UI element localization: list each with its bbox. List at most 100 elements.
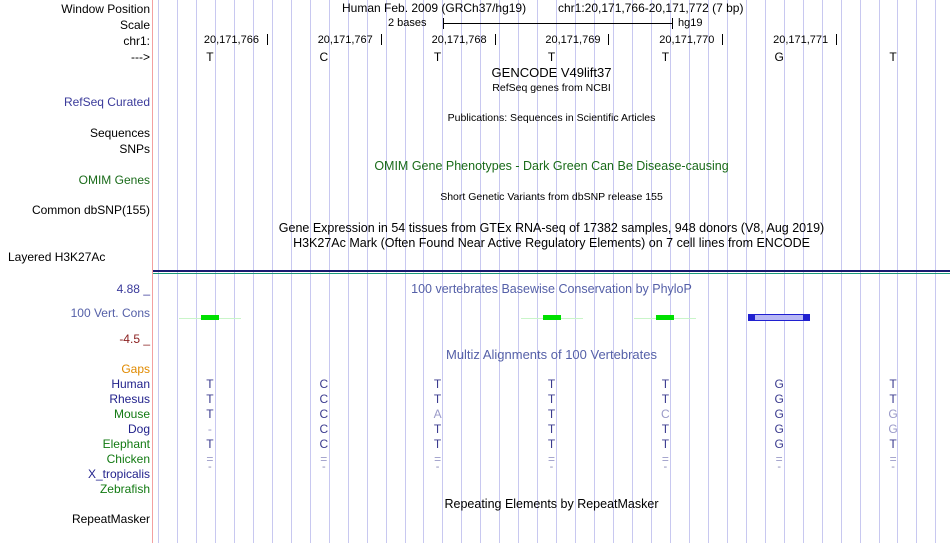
- ruler-label: 20,171,766: [203, 34, 259, 46]
- species-label-zebrafish[interactable]: Zebrafish: [99, 482, 150, 496]
- alignment-base: G: [774, 422, 784, 436]
- alignment-base: T: [206, 407, 214, 421]
- omim-title[interactable]: OMIM Gene Phenotypes - Dark Green Can Be…: [374, 159, 729, 173]
- multiz-title[interactable]: Multiz Alignments of 100 Vertebrates: [445, 347, 657, 362]
- alignment-base: T: [206, 377, 214, 391]
- sequence-base: T: [433, 50, 442, 64]
- label-snps[interactable]: SNPs: [119, 142, 150, 156]
- label-common-dbsnp[interactable]: Common dbSNP(155): [31, 203, 150, 217]
- label-repeatmasker[interactable]: RepeatMasker: [71, 512, 150, 526]
- label-chrom[interactable]: chr1:: [123, 34, 150, 48]
- alignment-base: T: [889, 392, 897, 406]
- conservation-bar-negative-cap-right: [803, 315, 811, 320]
- alignment-base: T: [661, 437, 670, 451]
- refseq-title[interactable]: RefSeq genes from NCBI: [492, 82, 611, 94]
- species-label-x_tropicalis[interactable]: X_tropicalis: [87, 467, 150, 481]
- conservation-bar-positive[interactable]: [200, 315, 219, 320]
- species-label-chicken[interactable]: Chicken: [106, 452, 150, 466]
- alignment-base: T: [206, 437, 214, 451]
- sequence-base: T: [547, 50, 556, 64]
- alignment-base: =: [320, 452, 328, 466]
- gap-dash: -: [663, 461, 668, 473]
- ruler-label: 20,171,769: [545, 34, 601, 46]
- sequence-base: G: [774, 50, 784, 64]
- phylop-title[interactable]: 100 vertebrates Basewise Conservation by…: [411, 282, 692, 296]
- alignment-base: C: [661, 407, 670, 421]
- db-label: hg19: [678, 17, 703, 29]
- gtex-title[interactable]: Gene Expression in 54 tissues from GTEx …: [278, 221, 825, 235]
- sequence-base: T: [206, 50, 214, 64]
- alignment-base: =: [206, 452, 214, 466]
- repeatmasker-title[interactable]: Repeating Elements by RepeatMasker: [444, 497, 659, 511]
- gap-dash: -: [321, 461, 326, 473]
- alignment-base: T: [661, 392, 670, 406]
- label-cons-max: 4.88 _: [116, 282, 150, 296]
- alignment-base: A: [433, 407, 442, 421]
- alignment-base: =: [547, 452, 555, 466]
- alignment-base: T: [433, 392, 442, 406]
- alignment-base: T: [661, 377, 670, 391]
- label-refseq-curated[interactable]: RefSeq Curated: [63, 95, 150, 109]
- left-boundary-line: [152, 0, 153, 543]
- label-layered-h3k27ac[interactable]: Layered H3K27Ac: [8, 250, 106, 264]
- species-label-elephant[interactable]: Elephant: [102, 437, 150, 451]
- label-omim-genes[interactable]: OMIM Genes: [78, 173, 150, 187]
- h3k27ac-title[interactable]: H3K27Ac Mark (Often Found Near Active Re…: [293, 236, 810, 250]
- alignment-base: =: [661, 452, 669, 466]
- alignment-base: G: [774, 437, 784, 451]
- alignment-base: G: [774, 377, 784, 391]
- gap-dash: -: [208, 461, 212, 473]
- label-100-vert-cons[interactable]: 100 Vert. Cons: [70, 306, 150, 320]
- ruler-label: 20,171,771: [773, 34, 829, 46]
- species-label-mouse[interactable]: Mouse: [113, 407, 150, 421]
- label-gaps[interactable]: Gaps: [121, 362, 150, 376]
- alignment-base: T: [547, 377, 556, 391]
- ruler-tick: [380, 34, 382, 45]
- assembly-title: Human Feb. 2009 (GRCh37/hg19): [342, 1, 527, 15]
- species-label-dog[interactable]: Dog: [127, 422, 150, 436]
- alignment-base: T: [889, 377, 897, 391]
- alignment-base: C: [319, 437, 329, 451]
- alignment-base: =: [889, 452, 897, 466]
- track-separator-teal: [153, 273, 950, 274]
- alignment-base: C: [319, 377, 329, 391]
- sequence-base: T: [661, 50, 670, 64]
- ruler-tick: [608, 34, 610, 45]
- alignment-base: T: [661, 422, 670, 436]
- gap-dash: -: [891, 461, 895, 473]
- ruler-label: 20,171,768: [431, 34, 487, 46]
- ruler-tick: [266, 34, 268, 45]
- track-label-column[interactable]: Window Position Scale chr1: ---> RefSeq …: [0, 0, 152, 543]
- browser-data-area[interactable]: Human Feb. 2009 (GRCh37/hg19) chr1:20,17…: [153, 0, 950, 543]
- species-label-rhesus[interactable]: Rhesus: [109, 392, 150, 406]
- label-sequences[interactable]: Sequences: [89, 126, 150, 140]
- label-strand-arrow[interactable]: --->: [131, 50, 150, 64]
- alignment-base: T: [547, 407, 556, 421]
- gap-dash: -: [549, 461, 554, 473]
- scale-label: 2 bases: [388, 17, 427, 29]
- gencode-title[interactable]: GENCODE V49lift37: [491, 65, 612, 80]
- conservation-bar-negative[interactable]: [748, 314, 811, 321]
- alignment-base: G: [888, 422, 898, 436]
- alignment-base: T: [433, 437, 442, 451]
- ruler-tick: [494, 34, 496, 45]
- track-separator-navy: [153, 270, 950, 272]
- conservation-bar-positive[interactable]: [656, 315, 675, 320]
- alignment-base: T: [889, 437, 897, 451]
- alignment-base: =: [775, 452, 783, 466]
- label-cons-min: -4.5 _: [119, 332, 150, 346]
- species-label-human[interactable]: Human: [111, 377, 150, 391]
- gap-dash: -: [435, 461, 440, 473]
- alignment-base: T: [433, 377, 442, 391]
- alignment-base: -: [207, 422, 212, 436]
- position-text: chr1:20,171,766-20,171,772 (7 bp): [558, 1, 744, 15]
- ruler-tick: [836, 34, 838, 45]
- label-scale[interactable]: Scale: [119, 18, 150, 32]
- label-window-position[interactable]: Window Position: [61, 2, 150, 16]
- gap-dash: -: [777, 461, 782, 473]
- conservation-bar-positive[interactable]: [542, 315, 561, 320]
- publications-title[interactable]: Publications: Sequences in Scientific Ar…: [447, 112, 656, 124]
- sequence-base: T: [889, 50, 897, 64]
- dbsnp-title[interactable]: Short Genetic Variants from dbSNP releas…: [440, 191, 663, 203]
- alignment-base: C: [319, 422, 329, 436]
